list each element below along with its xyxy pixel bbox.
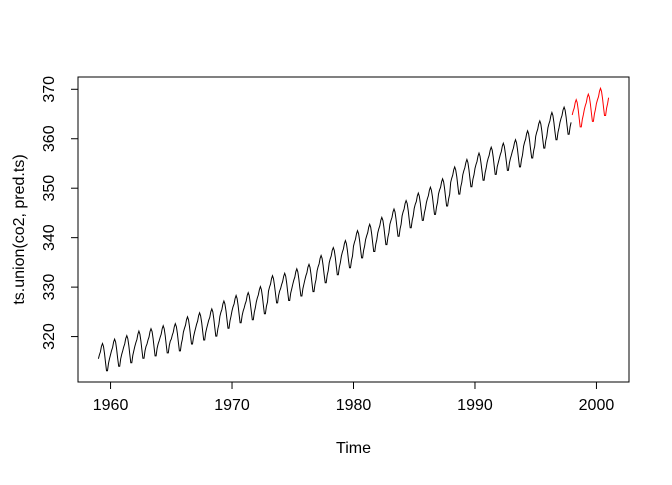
x-tick-label: 1960 bbox=[93, 397, 129, 414]
x-tick-label: 2000 bbox=[579, 397, 615, 414]
y-tick-label: 340 bbox=[41, 224, 58, 251]
y-tick-label: 370 bbox=[41, 76, 58, 103]
x-tick-label: 1980 bbox=[336, 397, 372, 414]
x-axis-title: Time bbox=[336, 440, 371, 457]
x-tick-label: 1990 bbox=[457, 397, 493, 414]
x-tick-label: 1970 bbox=[214, 397, 250, 414]
y-tick-label: 320 bbox=[41, 323, 58, 350]
y-tick-label: 350 bbox=[41, 175, 58, 202]
y-axis-title: ts.union(co2, pred.ts) bbox=[11, 154, 28, 304]
y-tick-label: 330 bbox=[41, 274, 58, 301]
series-line-predicted bbox=[571, 86, 610, 128]
plot-area: 1960 1970 1980 1990 2000 320 330 340 350 360 370 bbox=[41, 76, 630, 414]
series-line-observed bbox=[97, 105, 572, 372]
y-tick-label: 360 bbox=[41, 125, 58, 152]
